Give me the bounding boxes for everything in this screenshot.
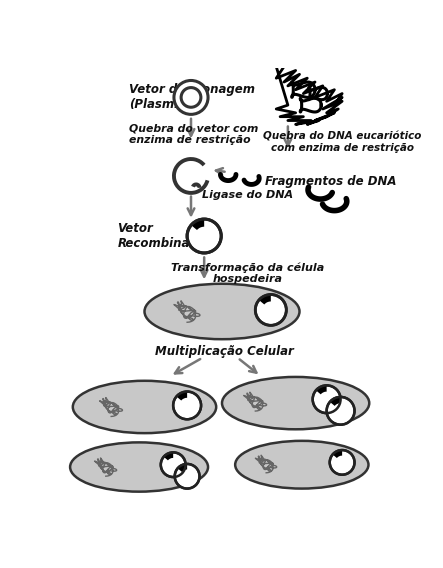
Circle shape [187, 219, 221, 253]
Text: Quebra do DNA eucariótico
com enzima de restrição: Quebra do DNA eucariótico com enzima de … [263, 131, 421, 153]
Circle shape [175, 464, 199, 488]
Circle shape [255, 295, 286, 325]
Text: Vetor de Clonagem
(Plasmídio): Vetor de Clonagem (Plasmídio) [129, 83, 255, 111]
Circle shape [181, 87, 201, 107]
Wedge shape [191, 219, 204, 230]
Ellipse shape [144, 284, 299, 339]
Circle shape [330, 450, 354, 475]
Text: Multiplicação Celular: Multiplicação Celular [155, 345, 294, 358]
Circle shape [174, 81, 208, 114]
Text: Ligase do DNA: Ligase do DNA [202, 190, 293, 200]
Ellipse shape [73, 381, 216, 433]
Circle shape [326, 397, 354, 425]
Circle shape [161, 452, 186, 477]
Polygon shape [276, 66, 342, 124]
Wedge shape [163, 452, 173, 460]
Wedge shape [259, 295, 271, 304]
Circle shape [174, 159, 208, 193]
Wedge shape [330, 397, 341, 406]
Text: Transformação da célula
hospedeira: Transformação da célula hospedeira [171, 262, 324, 285]
Wedge shape [176, 391, 187, 400]
Text: Fragmentos de DNA: Fragmentos de DNA [265, 174, 396, 187]
Wedge shape [178, 464, 187, 472]
Circle shape [313, 386, 341, 413]
Wedge shape [333, 450, 342, 458]
Circle shape [173, 391, 201, 419]
Text: Quebra do vetor com
enzima de restrição: Quebra do vetor com enzima de restrição [129, 124, 258, 145]
Text: Vetor
Recombinante: Vetor Recombinante [117, 222, 212, 250]
Ellipse shape [222, 377, 369, 429]
Wedge shape [316, 386, 326, 394]
Ellipse shape [70, 442, 208, 492]
Ellipse shape [235, 441, 369, 488]
